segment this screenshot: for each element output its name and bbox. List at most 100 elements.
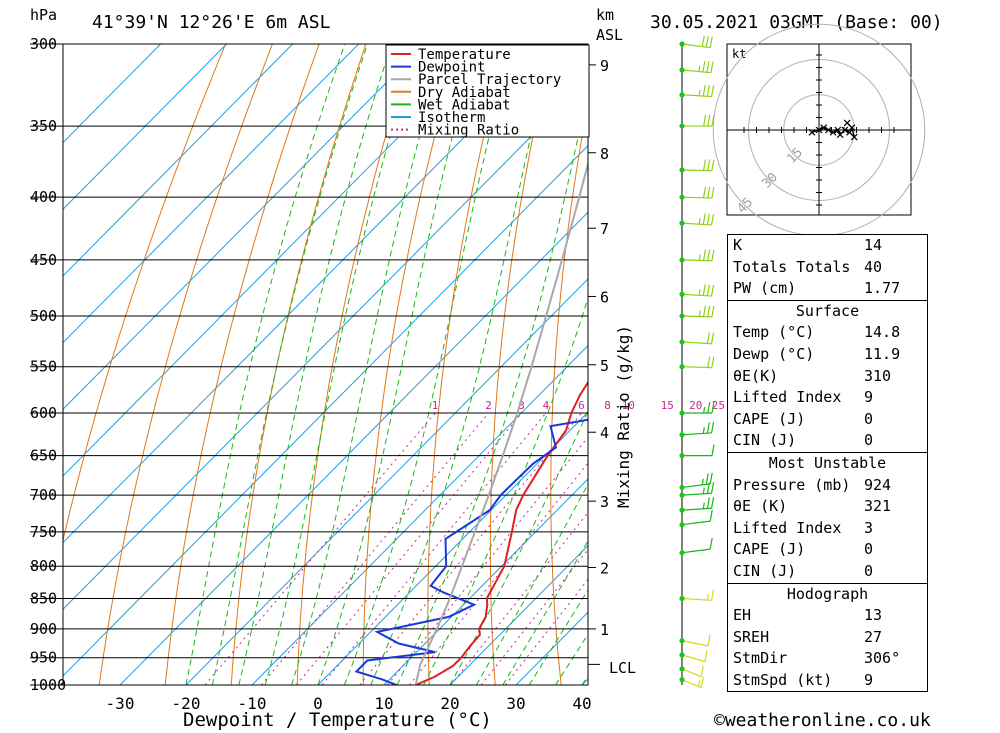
index-row: Totals Totals 40 [728, 257, 927, 279]
wind-barb-staff [681, 520, 711, 526]
temperature-line [415, 380, 588, 685]
wind-barb-staff [681, 341, 712, 345]
legend-label: Isotherm [418, 110, 485, 126]
wind-barb [679, 35, 713, 49]
mixing-ratio-lines [204, 412, 588, 685]
isotherm-line [63, 44, 491, 477]
wind-barb [679, 249, 715, 263]
wind-barb-feather [710, 61, 714, 73]
surface-label: CIN (J) [733, 431, 797, 450]
surface-row: Lifted Index 9 [728, 387, 927, 409]
wind-level-dot [679, 41, 685, 47]
wind-barb-feather [710, 497, 715, 509]
dry-adiabat-line [666, 44, 693, 685]
lcl-label: LCL [609, 659, 636, 677]
wind-level-dot [679, 257, 685, 263]
legend-label: Mixing Ratio [418, 123, 519, 139]
wind-level-dot [679, 291, 685, 297]
wind-barb-feather [707, 249, 711, 261]
wind-barb-staff [681, 668, 702, 678]
wind-level-dot [679, 666, 685, 672]
wind-barb [679, 332, 715, 345]
temperature-tick-label: 20 [440, 694, 459, 713]
wind-barb [679, 60, 714, 74]
pressure-tick-label: 750 [30, 523, 57, 541]
copyright-footer: ©weatheronline.co.uk [714, 710, 931, 731]
wind-barb-feather [710, 85, 715, 97]
wet-adiabat-line [317, 44, 478, 685]
x-axis-label: Dewpoint / Temperature (°C) [183, 709, 492, 731]
wind-barb-feather [709, 538, 713, 550]
wind-barb [679, 305, 715, 319]
temperature-tick-label: 10 [374, 694, 393, 713]
surface-label: Temp (°C) [733, 323, 815, 342]
pressure-tick-label: 500 [30, 307, 57, 325]
pressure-tick-label: 400 [30, 188, 57, 206]
wind-barb-feather [706, 593, 709, 601]
wind-barb-feather [709, 472, 713, 484]
mixing-ratio-line [321, 412, 547, 685]
wind-barb-feather [700, 676, 704, 688]
index-value: 14 [864, 236, 883, 254]
unstable-label: CIN (J) [733, 561, 797, 580]
pressure-tick-label: 600 [30, 404, 57, 422]
temperature-tick-labels: -30 -20 -10 0 10 20 30 40 [106, 694, 592, 713]
wind-barb-feather [711, 159, 715, 171]
wind-barb [679, 421, 715, 438]
wind-level-dot [679, 522, 685, 528]
wind-barb-feather [711, 444, 715, 456]
surface-label: θE(K) [733, 366, 779, 385]
wind-level-dot [679, 652, 685, 658]
wind-barb [679, 84, 715, 98]
isotherm-line [185, 278, 588, 685]
height-km-label: 2 [600, 560, 609, 578]
isotherm-line [63, 44, 161, 144]
wet-adiabat-line [291, 44, 447, 685]
pressure-tick-label: 700 [30, 486, 57, 504]
temperature-tick-label: -30 [106, 694, 135, 713]
index-row: K 14 [728, 235, 927, 257]
dry-adiabat-line [98, 44, 273, 685]
wind-profile [679, 35, 715, 689]
wind-barb [679, 186, 715, 200]
wind-level-dot [679, 410, 685, 416]
wind-barb-feather [702, 213, 706, 225]
surface-row: Dewp (°C) 11.9 [728, 344, 927, 366]
unstable-value: 0 [864, 540, 874, 559]
asl-unit-label: ASL [596, 26, 623, 44]
hodograph-stat-label: EH [733, 606, 752, 625]
hodograph-stat-row: StmSpd (kt) 9 [728, 670, 927, 692]
unstable-value: 321 [864, 497, 892, 516]
wind-level-dot [679, 550, 685, 556]
wind-barb-feather [705, 35, 709, 48]
height-km-label: 9 [600, 57, 609, 75]
wind-barb-staff [681, 259, 712, 262]
temperature-tick-label: 30 [506, 694, 525, 713]
mixing-ratio-line [504, 578, 588, 685]
surface-value: 310 [864, 366, 892, 385]
surface-value: 9 [864, 388, 874, 407]
hodograph-stat-value: 306° [864, 649, 901, 668]
wind-barb-staff [681, 69, 712, 74]
isotherm-line [449, 544, 588, 685]
wind-level-dot [679, 67, 685, 73]
hodograph-point [834, 126, 842, 134]
wind-barb-feather [702, 84, 706, 97]
wind-barb-staff [681, 597, 712, 601]
pressure-tick-label: 800 [30, 557, 57, 575]
mixing-ratio-line [409, 462, 588, 685]
wind-barb-feather [711, 356, 715, 368]
mixing-ratio-line [386, 436, 588, 685]
index-label: Totals Totals [733, 257, 851, 276]
wind-barb-feather [707, 356, 711, 368]
wind-barb-staff [681, 548, 711, 554]
surface-row: CIN (J) 0 [728, 430, 927, 452]
wind-barb [679, 665, 704, 678]
legend-label: Wet Adiabat [418, 97, 511, 113]
hodograph-point [820, 124, 828, 132]
dry-adiabat-line [230, 44, 367, 685]
isotherm-line [63, 78, 588, 610]
wind-barb-feather [707, 401, 711, 414]
wet-adiabat-line [264, 44, 418, 685]
height-km-label: 4 [600, 424, 609, 442]
